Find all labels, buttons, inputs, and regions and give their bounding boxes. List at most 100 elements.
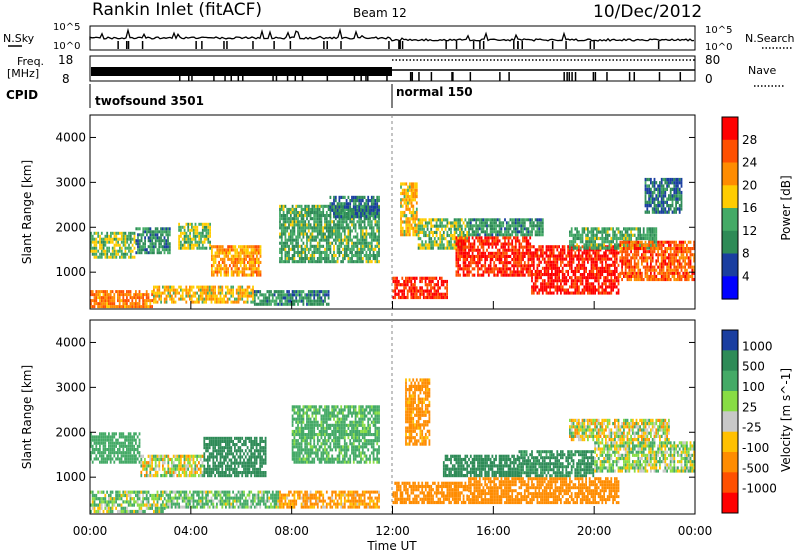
heatmap-cell — [433, 224, 436, 228]
heatmap-cell — [307, 290, 310, 294]
heatmap-cell — [446, 279, 448, 284]
heatmap-cell — [673, 265, 676, 269]
heatmap-cell — [462, 239, 465, 243]
heatmap-cell — [165, 294, 168, 298]
heatmap-cell — [282, 302, 285, 306]
heatmap-cell — [325, 226, 328, 230]
heatmap-cell — [525, 264, 528, 268]
heatmap-cell — [666, 204, 668, 208]
heatmap-cell — [549, 254, 551, 258]
heatmap-cell — [221, 257, 224, 261]
heatmap-cell — [605, 285, 607, 289]
heatmap-cell — [183, 231, 186, 235]
heatmap-cell — [617, 273, 620, 277]
heatmap-cell — [95, 296, 98, 300]
heatmap-cell — [567, 260, 569, 264]
heatmap-cell — [500, 245, 503, 249]
heatmap-cell — [430, 240, 433, 244]
heatmap-cell — [675, 177, 677, 182]
heatmap-cell — [601, 273, 604, 277]
heatmap-cell — [478, 218, 481, 222]
heatmap-cell — [124, 305, 126, 309]
heatmap-cell — [252, 245, 255, 249]
heatmap-cell — [579, 248, 582, 252]
heatmap-cell — [352, 223, 355, 227]
heatmap-cell — [324, 254, 326, 258]
heatmap-cell — [190, 294, 193, 298]
heatmap-cell — [221, 291, 224, 295]
heatmap-cell — [668, 243, 670, 247]
heatmap-cell — [612, 240, 614, 244]
heatmap-cell — [322, 214, 325, 218]
heatmap-cell — [142, 302, 144, 306]
heatmap-cell — [280, 257, 283, 261]
heatmap-cell — [293, 232, 296, 236]
heatmap-cell — [653, 184, 656, 188]
heatmap-cell — [477, 264, 479, 268]
heatmap-cell — [549, 282, 551, 286]
heatmap-cell — [340, 244, 343, 248]
heatmap-cell — [304, 226, 307, 230]
heatmap-cell — [410, 295, 413, 300]
heatmap-cell — [137, 245, 139, 249]
heatmap-cell — [189, 294, 191, 298]
heatmap-cell — [225, 264, 228, 268]
heatmap-cell — [439, 276, 441, 280]
heatmap-cell — [498, 218, 501, 222]
heatmap-cell — [682, 240, 685, 244]
heatmap-cell — [536, 269, 539, 273]
heatmap-cell — [431, 286, 434, 290]
heatmap-cell — [309, 241, 312, 245]
heatmap-cell — [356, 257, 359, 261]
heatmap-cell — [437, 237, 440, 241]
heatmap-cell — [414, 229, 416, 234]
heatmap-cell — [513, 248, 515, 252]
heatmap-cell — [347, 211, 350, 216]
heatmap-cell — [297, 238, 299, 242]
heatmap-cell — [442, 224, 445, 228]
heatmap-cell — [122, 231, 125, 235]
heatmap-cell — [585, 248, 587, 252]
heatmap-cell — [220, 248, 222, 252]
heatmap-cell — [284, 204, 287, 208]
heatmap-cell — [234, 300, 236, 304]
heatmap-cell — [614, 257, 616, 261]
heatmap-cell — [135, 296, 137, 300]
heatmap-cell — [633, 240, 636, 244]
heatmap-cell — [284, 257, 287, 261]
heatmap-cell — [358, 199, 361, 203]
heatmap-cell — [541, 282, 544, 286]
heatmap-cell — [322, 235, 325, 239]
heatmap-cell — [311, 260, 314, 264]
heatmap-cell — [592, 288, 595, 292]
heatmap-cell — [201, 285, 204, 289]
heatmap-cell — [669, 259, 672, 263]
heatmap-cell — [624, 271, 627, 275]
heatmap-cell — [201, 225, 204, 229]
heatmap-cell — [433, 289, 436, 293]
heatmap-cell — [684, 250, 686, 254]
heatmap-cell — [248, 294, 251, 298]
heatmap-cell — [446, 295, 448, 300]
heatmap-cell — [198, 240, 201, 244]
heatmap-cell — [334, 215, 337, 219]
heatmap-cell — [205, 246, 208, 250]
heatmap-cell — [229, 251, 231, 255]
heatmap-cell — [108, 299, 110, 303]
heatmap-cell — [507, 227, 510, 231]
heatmap-cell — [650, 227, 652, 231]
heatmap-cell — [286, 241, 289, 245]
heatmap-cell — [424, 289, 427, 293]
heatmap-cell — [648, 274, 650, 278]
heatmap-cell — [637, 230, 640, 234]
heatmap-cell — [208, 297, 211, 301]
heatmap-cell — [660, 200, 663, 204]
heatmap-cell — [614, 279, 616, 283]
heatmap-cell — [259, 273, 262, 277]
heatmap-cell — [554, 279, 557, 283]
heatmap-cell — [129, 234, 132, 238]
heatmap-cell — [513, 251, 515, 255]
heatmap-cell — [657, 271, 659, 275]
heatmap-cell — [455, 248, 458, 252]
heatmap-cell — [216, 270, 219, 274]
